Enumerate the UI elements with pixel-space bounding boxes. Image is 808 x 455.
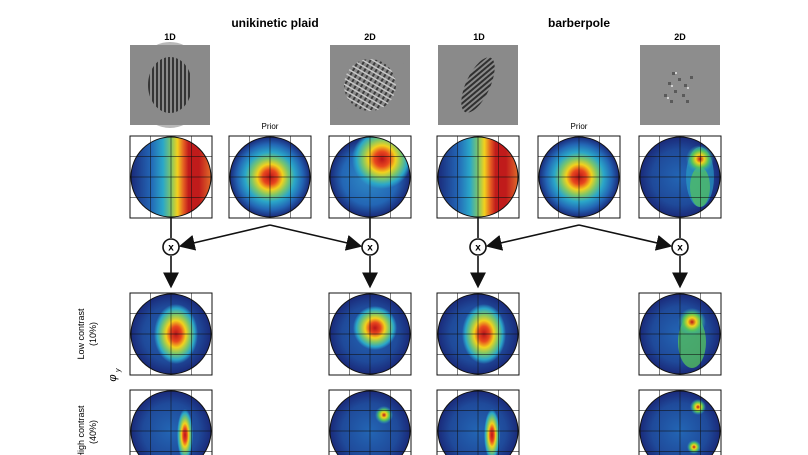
row-label-high-line2: (40%) [88,420,98,444]
map-grid [639,293,721,375]
multiply-node-1: x [162,238,180,256]
right-panel-title: barberpole [548,16,610,30]
row-label-low-line1: Low contrast [76,308,86,360]
stimulus-1d-right [438,45,518,125]
connection-lines [163,218,688,289]
multiply-symbol: x [677,243,683,254]
multiply-node-4: x [671,238,689,256]
row-label-low-contrast: Low contrast (10%) [76,308,98,360]
map-grid [329,390,411,455]
multiply-symbol: x [367,243,373,254]
map-grid [437,390,519,455]
map-grid [437,136,519,218]
axis-symbol-vy: φ y [107,368,122,382]
row-label-high-line1: High contrast [76,405,86,455]
stimulus-1d-left [130,42,210,128]
map-grid [538,136,620,218]
axis-subscript: y [115,368,122,373]
map-grid [329,136,411,218]
axis-symbol: φ [107,374,119,381]
prior-label-left: Prior [262,122,279,131]
map-grid [130,136,212,218]
grid-overlay [130,136,721,455]
row-label-low-line2: (10%) [88,322,98,346]
row-label-high-contrast: High contrast (40%) [76,405,98,455]
multiply-node-2: x [361,238,379,256]
left-panel-title: unikinetic plaid [231,16,318,30]
multiply-symbol: x [475,243,481,254]
map-grid [130,390,212,455]
map-grid [130,293,212,375]
map-grid [437,293,519,375]
prior-label-right: Prior [571,122,588,131]
multiply-node-3: x [469,238,487,256]
stimulus-2d-left [330,45,410,125]
column-label-1d-left: 1D [164,32,176,42]
column-label-1d-right: 1D [473,32,485,42]
multiply-symbol: x [168,243,174,254]
stimulus-2d-right [640,45,720,125]
column-label-2d-right: 2D [674,32,686,42]
map-grid [229,136,311,218]
column-label-2d-left: 2D [364,32,376,42]
map-grid [639,390,721,455]
map-grid [329,293,411,375]
map-grid [639,136,721,218]
